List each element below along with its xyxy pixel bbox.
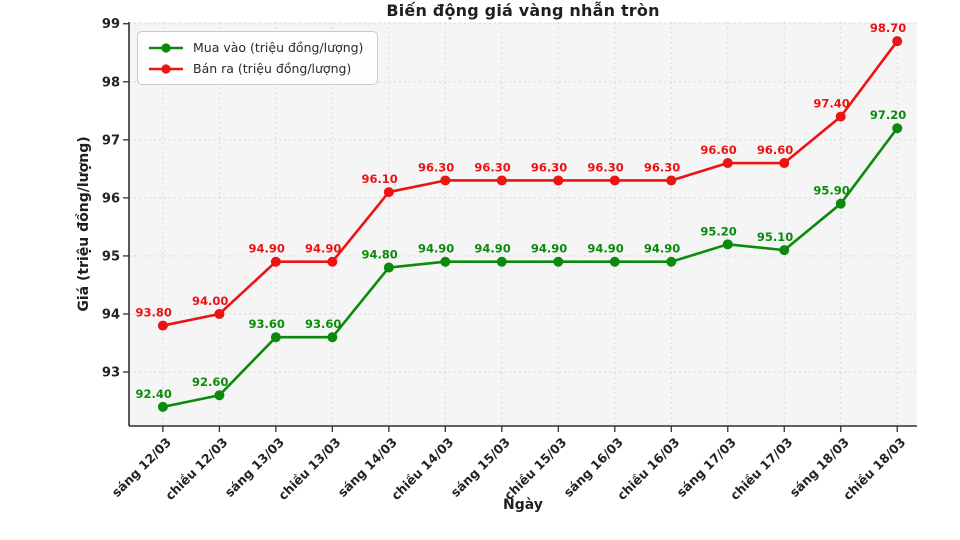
data-point-labels: 92.40 92.60 93.60 93.60 94.80 94.90 94.90 94.90… [136, 21, 907, 401]
axis-ticks [123, 23, 898, 432]
x-axis-title: Ngày [503, 497, 543, 513]
point-label: 96.10 [361, 172, 397, 186]
point-label: 97.40 [813, 97, 849, 111]
point-label: 97.20 [870, 108, 906, 122]
point-label: 94.90 [474, 242, 510, 256]
point-label: 93.60 [305, 317, 341, 331]
data-point [327, 256, 338, 267]
point-label: 94.90 [587, 242, 623, 256]
data-point [440, 256, 451, 267]
data-point [157, 320, 168, 331]
chart-title: Biến động giá vàng nhẫn tròn [386, 1, 660, 20]
data-point [835, 198, 846, 209]
point-label: 96.30 [531, 160, 567, 174]
data-point [666, 256, 677, 267]
point-label: 95.10 [757, 230, 793, 244]
y-axis-title: Giá (triệu đồng/lượng) [76, 136, 92, 312]
legend-label: Bán ra (triệu đồng/lượng) [193, 61, 352, 76]
legend-label: Mua vào (triệu đồng/lượng) [193, 40, 364, 55]
point-label: 92.40 [136, 387, 172, 401]
data-point [496, 256, 507, 267]
series-line-0 [161, 126, 899, 409]
data-point [383, 262, 394, 273]
point-label: 92.60 [192, 375, 228, 389]
legend-line-marker-icon [149, 63, 183, 74]
point-label: 95.20 [700, 224, 736, 238]
point-label: 94.80 [361, 248, 397, 262]
data-point [779, 245, 790, 256]
point-label: 96.30 [644, 160, 680, 174]
y-tick-label: 96 [102, 191, 120, 206]
data-series [157, 36, 903, 412]
axis-spines [128, 22, 917, 427]
y-tick-label: 94 [102, 307, 120, 322]
legend-item-ban-ra: Bán ra (triệu đồng/lượng) [148, 61, 363, 76]
data-point [553, 175, 564, 186]
y-tick-label: 97 [102, 133, 120, 148]
data-point [270, 332, 281, 343]
data-point [722, 158, 733, 169]
data-point [835, 111, 846, 122]
point-label: 96.30 [587, 160, 623, 174]
point-label: 96.30 [474, 160, 510, 174]
plot-background [129, 22, 917, 426]
point-label: 94.90 [248, 242, 284, 256]
data-point [892, 123, 903, 134]
legend-line-marker-icon [149, 42, 183, 53]
data-point [383, 187, 394, 198]
point-label: 95.90 [813, 184, 849, 198]
data-point [892, 36, 903, 47]
data-point [722, 239, 733, 250]
gridlines [129, 22, 917, 426]
point-label: 94.00 [192, 294, 228, 308]
data-point [214, 390, 225, 401]
data-point [779, 158, 790, 169]
point-label: 94.90 [644, 242, 680, 256]
plot-area [129, 22, 917, 426]
point-label: 94.90 [418, 242, 454, 256]
point-label: 96.60 [757, 143, 793, 157]
data-point [440, 175, 451, 186]
point-label: 93.60 [248, 317, 284, 331]
data-point [327, 332, 338, 343]
series-line-1 [161, 39, 899, 327]
legend-item-mua-vao: Mua vào (triệu đồng/lượng) [148, 40, 363, 55]
data-point [609, 175, 620, 186]
legend: Mua vào (triệu đồng/lượng) Bán ra (triệu… [137, 31, 379, 85]
data-point [496, 175, 507, 186]
data-point [157, 401, 168, 412]
data-point [270, 256, 281, 267]
point-label: 93.80 [136, 306, 172, 320]
point-label: 94.90 [531, 242, 567, 256]
data-point [609, 256, 620, 267]
point-label: 98.70 [870, 21, 906, 35]
data-point [214, 308, 225, 319]
y-tick-label: 99 [102, 17, 120, 32]
y-tick-label: 95 [102, 249, 120, 264]
point-label: 96.60 [700, 143, 736, 157]
data-point [553, 256, 564, 267]
data-point [666, 175, 677, 186]
y-tick-label: 98 [102, 75, 120, 90]
point-label: 94.90 [305, 242, 341, 256]
y-tick-label: 93 [102, 366, 120, 381]
point-label: 96.30 [418, 160, 454, 174]
